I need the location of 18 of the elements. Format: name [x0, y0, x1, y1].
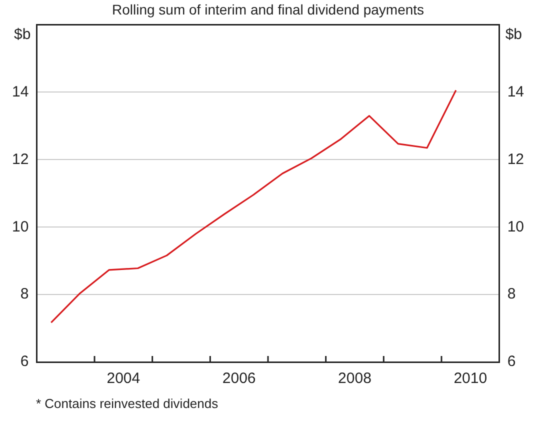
- y2-tick-label: 12: [507, 150, 524, 168]
- y-tick-label: 14: [12, 83, 29, 100]
- y2-tick-label: 6: [507, 353, 516, 370]
- y-axis-title: $b: [14, 26, 31, 43]
- y-tick-label: 10: [12, 218, 29, 236]
- x-tick-label: 2006: [222, 370, 256, 388]
- y-tick-label: 12: [12, 150, 29, 168]
- y2-tick-label: 10: [507, 218, 524, 236]
- y-tick-label: 6: [20, 353, 29, 370]
- y-tick-label: 8: [20, 286, 29, 303]
- y2-tick-label: 8: [507, 286, 516, 303]
- y2-tick-label: 14: [507, 83, 524, 100]
- y2-axis-title: $b: [505, 26, 522, 43]
- chart-title: Rolling sum of interim and final dividend payments: [112, 1, 424, 18]
- x-tick-label: 2008: [338, 370, 372, 388]
- x-tick-label: 2004: [106, 370, 140, 388]
- text: * Contains reinvested dividends: [36, 396, 220, 411]
- x-tick-label: 2010: [454, 370, 488, 388]
